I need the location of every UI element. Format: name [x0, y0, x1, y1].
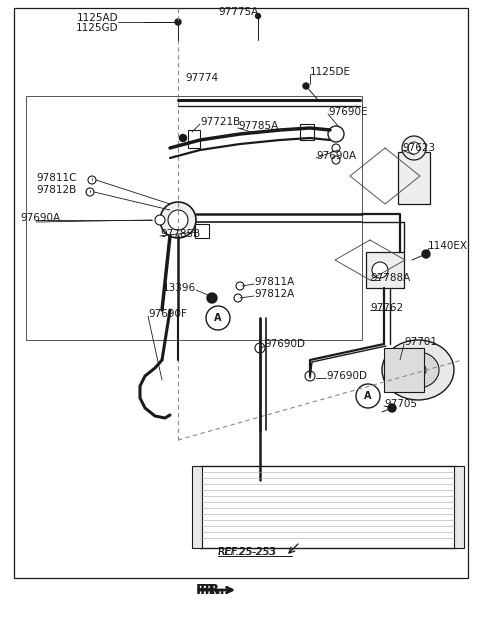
- Circle shape: [168, 210, 188, 230]
- Bar: [200, 466, 456, 548]
- Bar: [398, 152, 430, 204]
- Ellipse shape: [397, 352, 439, 388]
- Text: 13396: 13396: [163, 283, 196, 293]
- Circle shape: [303, 83, 309, 89]
- Text: 97785B: 97785B: [160, 229, 200, 239]
- Circle shape: [160, 202, 196, 238]
- Circle shape: [255, 14, 261, 19]
- Text: 97812A: 97812A: [254, 289, 294, 299]
- Circle shape: [207, 293, 217, 303]
- Text: REF.25-253: REF.25-253: [218, 547, 276, 557]
- Text: 97811A: 97811A: [254, 277, 294, 287]
- Text: 97785A: 97785A: [238, 121, 278, 131]
- Text: 1125GD: 1125GD: [75, 23, 118, 33]
- Circle shape: [328, 126, 344, 142]
- Text: 1140EX: 1140EX: [428, 241, 468, 251]
- Text: FR.: FR.: [196, 583, 222, 597]
- Circle shape: [86, 188, 94, 196]
- Circle shape: [372, 262, 388, 278]
- Circle shape: [332, 156, 340, 164]
- Bar: [188, 130, 200, 148]
- Circle shape: [88, 176, 96, 184]
- Text: 97701: 97701: [404, 337, 437, 347]
- Text: 97705: 97705: [384, 399, 417, 409]
- Bar: [192, 466, 202, 548]
- Text: FR.: FR.: [200, 583, 226, 597]
- Circle shape: [388, 404, 396, 412]
- Bar: [454, 466, 464, 548]
- Circle shape: [408, 142, 420, 154]
- Circle shape: [332, 144, 340, 152]
- Text: A: A: [214, 313, 222, 323]
- Circle shape: [236, 282, 244, 290]
- Text: 97690A: 97690A: [20, 213, 60, 223]
- Text: 97623: 97623: [402, 143, 435, 153]
- Bar: [366, 252, 404, 288]
- Text: 97690D: 97690D: [264, 339, 305, 349]
- Bar: [300, 124, 314, 140]
- Bar: [26, 96, 362, 340]
- Text: 97690F: 97690F: [148, 309, 187, 319]
- Bar: [384, 348, 424, 392]
- Text: A: A: [364, 391, 372, 401]
- Text: 97690E: 97690E: [328, 107, 368, 117]
- Circle shape: [234, 294, 242, 302]
- Text: 97775A: 97775A: [218, 7, 258, 17]
- Text: 97690A: 97690A: [316, 151, 356, 161]
- Text: 97811C: 97811C: [36, 173, 76, 183]
- Text: 97788A: 97788A: [370, 273, 410, 283]
- Text: 97721B: 97721B: [200, 117, 240, 127]
- Bar: [195, 224, 209, 238]
- Circle shape: [255, 343, 265, 353]
- Circle shape: [206, 306, 230, 330]
- Text: 97812B: 97812B: [36, 185, 76, 195]
- Text: 1125DE: 1125DE: [310, 67, 351, 77]
- Circle shape: [155, 215, 165, 225]
- Circle shape: [305, 371, 315, 381]
- Circle shape: [402, 136, 426, 160]
- Ellipse shape: [410, 363, 426, 377]
- Text: 1125AD: 1125AD: [76, 13, 118, 23]
- Text: 97690D: 97690D: [326, 371, 367, 381]
- Text: 97762: 97762: [370, 303, 403, 313]
- Circle shape: [175, 19, 181, 25]
- Circle shape: [180, 135, 187, 141]
- Text: REF.25-253: REF.25-253: [218, 547, 276, 557]
- Text: 97774: 97774: [185, 73, 218, 83]
- Circle shape: [422, 250, 430, 258]
- Ellipse shape: [382, 340, 454, 400]
- Circle shape: [356, 384, 380, 408]
